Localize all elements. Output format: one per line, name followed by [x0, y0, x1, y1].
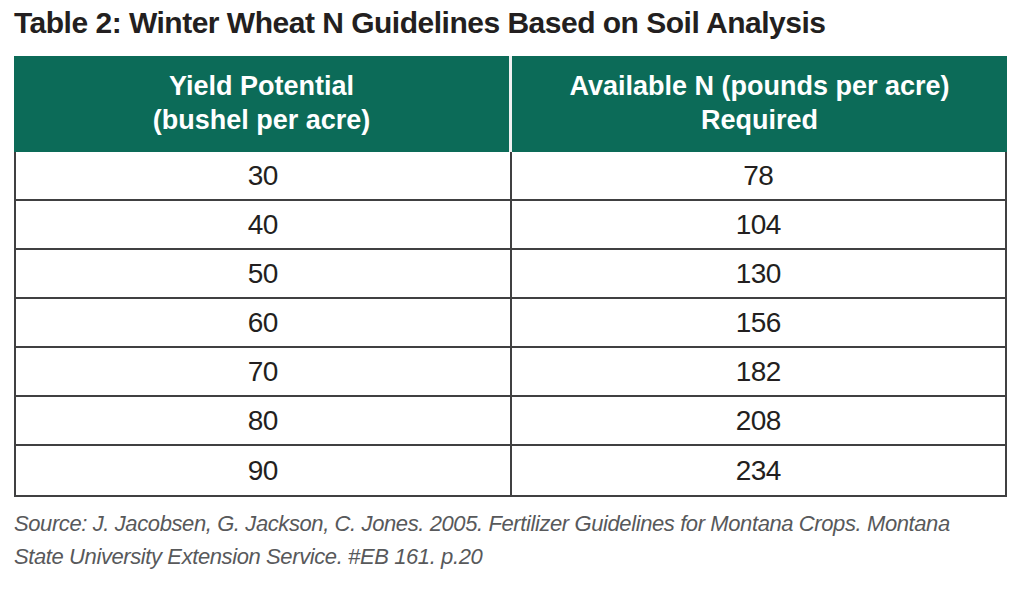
available-n-cell: 156: [512, 299, 1006, 346]
table-row: 70 182: [16, 348, 1005, 397]
column-header-available-n-line1: Available N (pounds per acre): [569, 70, 949, 104]
table-title: Table 2: Winter Wheat N Guidelines Based…: [14, 6, 825, 40]
column-header-yield-potential: Yield Potential (bushel per acre): [14, 56, 509, 152]
column-header-yield-line1: Yield Potential: [169, 70, 354, 104]
data-table: Yield Potential (bushel per acre) Availa…: [14, 56, 1007, 497]
column-header-available-n: Available N (pounds per acre) Required: [512, 56, 1007, 152]
source-citation: Source: J. Jacobsen, G. Jackson, C. Jone…: [14, 507, 950, 573]
table-body: 30 78 40 104 50 130 60 156 70 182 80 208: [14, 152, 1007, 497]
table-row: 60 156: [16, 299, 1005, 348]
yield-cell: 60: [16, 299, 512, 346]
table-row: 40 104: [16, 201, 1005, 250]
table-row: 30 78: [16, 152, 1005, 201]
yield-cell: 40: [16, 201, 512, 248]
available-n-cell: 78: [512, 152, 1006, 199]
table-header-row: Yield Potential (bushel per acre) Availa…: [14, 56, 1007, 152]
available-n-cell: 130: [512, 250, 1006, 297]
yield-cell: 90: [16, 446, 512, 495]
yield-cell: 70: [16, 348, 512, 395]
column-header-yield-line2: (bushel per acre): [153, 104, 371, 138]
source-citation-line2: State University Extension Service. #EB …: [14, 540, 950, 573]
available-n-cell: 182: [512, 348, 1006, 395]
available-n-cell: 208: [512, 397, 1006, 444]
yield-cell: 50: [16, 250, 512, 297]
column-header-available-n-line2: Required: [701, 104, 818, 138]
document-page: Table 2: Winter Wheat N Guidelines Based…: [0, 0, 1024, 607]
yield-cell: 30: [16, 152, 512, 199]
available-n-cell: 104: [512, 201, 1006, 248]
table-row: 50 130: [16, 250, 1005, 299]
source-citation-line1: Source: J. Jacobsen, G. Jackson, C. Jone…: [14, 507, 950, 540]
table-row: 80 208: [16, 397, 1005, 446]
yield-cell: 80: [16, 397, 512, 444]
available-n-cell: 234: [512, 446, 1006, 495]
table-row: 90 234: [16, 446, 1005, 495]
